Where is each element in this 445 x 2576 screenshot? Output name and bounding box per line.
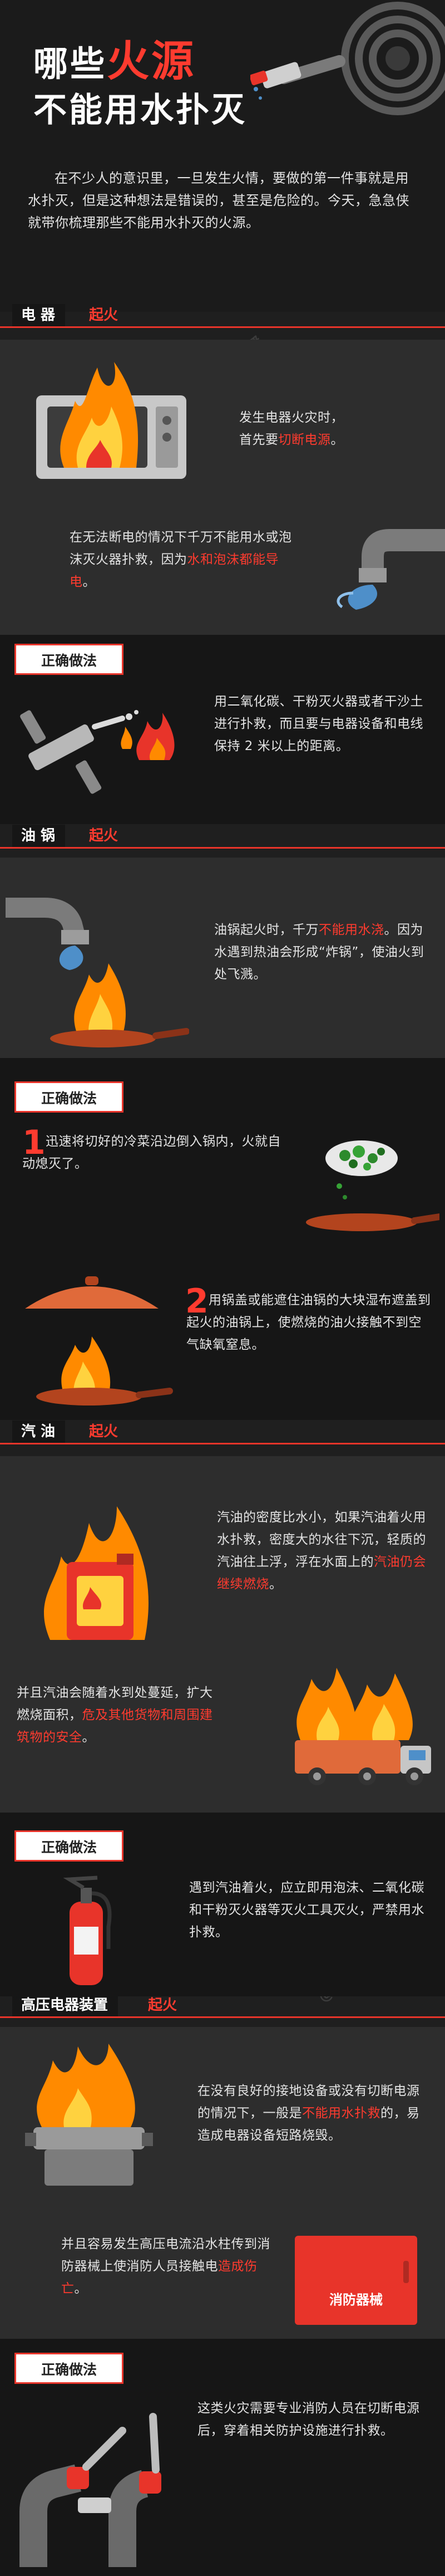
header-rule — [0, 1443, 445, 1444]
burning-truck-icon — [295, 1668, 431, 1785]
electrical-fix-text: 用二氧化碳、干粉灭火器或者干沙土进行扑救，而且要与电器设备和电线保持 2 米以上… — [214, 694, 423, 753]
correct-method-badge: 正确做法 — [14, 1081, 123, 1113]
text-part: 在无法断电的情况下千万不能用水或泡沫灭火器扑救，因为 — [70, 530, 292, 567]
highlight-text: 汽油仍会继续燃烧 — [217, 1555, 426, 1591]
fire-extinguisher-icon — [63, 1875, 112, 1985]
pot-fix-item-1: 1 迅速将切好的冷菜沿边倒入锅内，火就自动熄灭了。 — [22, 1126, 289, 1175]
section-suffix: 起火 — [148, 1997, 177, 2014]
text-part: 并且容易发生高压电流沿水柱传到消防器械上使消防人员接触电 — [61, 2237, 270, 2274]
text-part: 汽油的密度比水小，如果汽油着火用水扑救，密度大的水往下沉，轻质的汽油往上浮，浮在… — [217, 1510, 426, 1569]
highlight-text: 不能用水浇 — [319, 923, 384, 937]
burning-pan-icon — [6, 898, 189, 1047]
header-rule — [0, 326, 445, 328]
burning-hv-device-icon — [25, 2044, 153, 2186]
step-text: 用锅盖或能遮住油锅的大块湿布遮盖到起火的油锅上，使燃烧的油火接触不到空气缺氧窒息… — [186, 1293, 431, 1352]
title-banner: 哪些火源 不能用水扑灭 — [0, 0, 445, 159]
section-header-electrical: 电 器 起火 — [0, 303, 445, 331]
hv-text-2: 并且容易发生高压电流沿水柱传到消防器械上使消防人员接触电造成伤亡。 — [61, 2233, 275, 2300]
page-title: 哪些火源 — [33, 39, 196, 86]
electrical-fix-band: 正确做法 用二氧化碳、干粉灭火器或者干沙土进行扑救，而且要与电器设备和电线保持 … — [0, 635, 445, 824]
header-rule — [0, 2016, 445, 2018]
water-pipe-icon — [337, 529, 445, 610]
text-part: 。 — [82, 1730, 95, 1745]
intro-text: 在不少人的意识里，一旦发生火情，要做的第一件事就是用水扑灭，但是这种想法是错误的… — [28, 170, 409, 231]
highlight-text: 危及其他货物和周围建筑物的安全 — [17, 1708, 213, 1745]
fire-hose-icon — [250, 2, 445, 115]
gasoline-fix-band: 正确做法 遇到汽油着火，应立即用泡沫、二氧化碳和干粉灭火器等灭火工具灭火，严禁用… — [0, 1813, 445, 1996]
text-part: 并且汽油会随着水到处蔓延，扩大燃烧面积， — [17, 1686, 213, 1722]
vegetable-pan-icon — [306, 1140, 439, 1231]
electrical-panel: 发生电器火灾时， 首先要切断电源。 在无法断电的情况下千万不能用水或泡沫灭火器扑… — [0, 340, 445, 635]
step-number: 1 — [22, 1123, 46, 1162]
burning-microwave-icon — [36, 362, 186, 479]
text-part: 的，易造成电器设备短路烧毁。 — [197, 2106, 420, 2143]
pot-panel: 油锅起火时，千万不能用水浇。因为水遇到热油会形成“炸锅”，使油火到处飞溅。 — [0, 858, 445, 1058]
section-name: 油 锅 — [12, 825, 66, 847]
hv-panel: 在没有良好的接地设备或没有切断电源的情况下，一般是不能用水扑救的，易造成电器设备… — [0, 2027, 445, 2339]
electrical-text-2: 在无法断电的情况下千万不能用水或泡沫灭火器扑救，因为水和泡沫都能导电。 — [70, 526, 292, 593]
gasoline-text-1: 汽油的密度比水小，如果汽油着火用水扑救，密度大的水往下沉，轻质的汽油往上浮，浮在… — [217, 1506, 431, 1595]
section-name: 汽 油 — [12, 1421, 66, 1443]
lid-covered-pan-icon — [25, 1276, 173, 1405]
step-number: 2 — [185, 1282, 209, 1321]
text-part: 发生电器火灾时， — [239, 410, 344, 425]
page-subtitle: 不能用水扑灭 — [33, 91, 247, 130]
section-name: 高压电器装置 — [12, 1994, 118, 2016]
intro-block: 在不少人的意识里，一旦发生火情，要做的第一件事就是用水扑灭，但是这种想法是错误的… — [0, 159, 445, 312]
electrical-text-1: 发生电器火灾时， 首先要切断电源。 — [239, 407, 428, 451]
highlight-text: 水和泡沫都能导电 — [70, 552, 279, 589]
hv-fix-text: 这类火灾需要专业消防人员在切断电源后，穿着相关防护设施进行扑救。 — [197, 2401, 420, 2438]
header-rule — [0, 847, 445, 849]
cabinet-label: 消防器械 — [329, 2292, 383, 2308]
correct-method-badge: 正确做法 — [14, 1830, 123, 1862]
cabinet-handle — [403, 2261, 409, 2283]
gasoline-text-2: 并且汽油会随着水到处蔓延，扩大燃烧面积，危及其他货物和周围建筑物的安全。 — [17, 1682, 225, 1749]
pot-text: 油锅起火时，千万不能用水浇。因为水遇到热油会形成“炸锅”，使油火到处飞溅。 — [214, 919, 431, 986]
section-header-hv: 高压电器装置 起火 — [0, 1994, 445, 2021]
highlight-text: 不能用水扑救 — [302, 2106, 380, 2120]
hv-fix-band: 正确做法 这类火灾需要专业消防人员在切断电源后，穿着相关防护设施进行扑救。 — [0, 2339, 445, 2576]
gasoline-fix-text: 遇到汽油着火，应立即用泡沫、二氧化碳和干粉灭火器等灭火工具灭火，严禁用水扑救。 — [189, 1880, 424, 1940]
title-prefix: 哪些 — [33, 43, 107, 84]
burning-gas-can-icon — [44, 1506, 149, 1640]
pot-fix-band: 正确做法 1 迅速将切好的冷菜沿边倒入锅内，火就自动熄灭了。 2 用锅盖或能遮住… — [0, 1058, 445, 1420]
section-header-pot: 油 锅 起火 — [0, 824, 445, 852]
correct-method-badge: 正确做法 — [14, 2353, 123, 2384]
hv-text-1: 在没有良好的接地设备或没有切断电源的情况下，一般是不能用水扑救的，易造成电器设备… — [197, 2080, 431, 2147]
correct-method-badge: 正确做法 — [14, 644, 123, 675]
gasoline-panel: 汽油的密度比水小，如果汽油着火用水扑救，密度大的水往下沉，轻质的汽油往上浮，浮在… — [0, 1456, 445, 1813]
section-suffix: 起火 — [89, 307, 118, 324]
text-part: 。因为水遇到热油会形成“炸锅”，使油火到处飞溅。 — [214, 923, 424, 982]
firefighter-hands-icon — [19, 2413, 161, 2567]
text-part: 油锅起火时，千万 — [214, 923, 319, 937]
fire-equipment-cabinet: 消防器械 — [295, 2236, 417, 2325]
text-part: 在没有良好的接地设备或没有切断电源的情况下，一般是 — [197, 2084, 420, 2120]
section-name: 电 器 — [12, 304, 66, 326]
section-header-gasoline: 汽 油 起火 — [0, 1420, 445, 1448]
step-text: 迅速将切好的冷菜沿边倒入锅内，火就自动熄灭了。 — [22, 1134, 281, 1171]
text-part: 。 — [269, 1577, 283, 1591]
highlight-text: 造成伤亡 — [61, 2259, 258, 2296]
text-part: 。 — [330, 433, 344, 447]
text-part: 首先要 — [239, 433, 279, 447]
text-part: 。 — [74, 2281, 87, 2296]
extinguisher-spray-icon — [20, 710, 175, 794]
section-suffix: 起火 — [89, 1423, 118, 1440]
section-suffix: 起火 — [89, 827, 118, 844]
title-highlight: 火源 — [107, 36, 196, 86]
highlight-text: 切断电源 — [278, 433, 331, 447]
pot-fix-item-2: 2 用锅盖或能遮住油锅的大块湿布遮盖到起火的油锅上，使燃烧的油火接触不到空气缺氧… — [185, 1285, 431, 1356]
text-part: 。 — [82, 575, 96, 589]
